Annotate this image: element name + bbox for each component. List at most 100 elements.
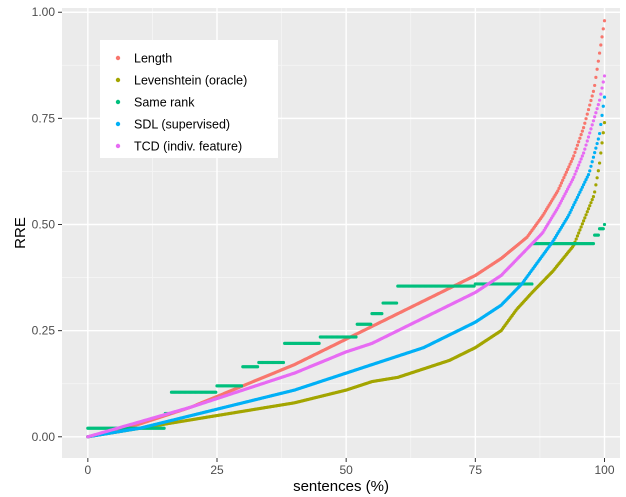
data-point [591,155,596,159]
data-point [597,131,602,136]
data-point [580,154,584,158]
data-point [575,143,580,147]
data-point [595,67,599,71]
data-point [590,94,594,98]
data-point [596,103,600,107]
data-point [580,185,584,189]
data-point [578,160,582,164]
data-point [594,183,598,187]
data-point [602,222,607,227]
data-point [574,237,578,241]
x-tick-label: 0 [84,463,91,477]
data-point [583,180,587,184]
data-point [570,157,575,161]
y-tick-label: 0.00 [32,430,56,444]
data-point [577,163,581,167]
data-point [568,162,572,166]
x-tick-label: 100 [594,463,614,477]
x-tick-label: 75 [469,463,483,477]
legend-key [115,55,121,61]
y-axis: 0.00 0.25 0.50 0.75 1.00 [32,5,62,444]
data-point [317,341,321,345]
data-point [589,98,593,103]
data-point [588,169,592,173]
data-point [593,151,597,155]
data-point [581,183,586,187]
data-point [593,115,597,119]
data-point [596,59,600,63]
data-point [594,111,598,115]
data-point [575,195,580,199]
x-axis-title: sentences (%) [293,478,389,495]
data-point [584,213,588,217]
data-point [586,207,591,211]
data-point [570,178,575,182]
data-point [561,196,565,201]
data-point [558,201,562,205]
series-tcd-indiv-feature [86,74,607,439]
x-tick-label: 25 [210,463,224,477]
data-point [591,195,596,199]
data-point [577,193,581,197]
legend-key [115,99,121,105]
data-point [591,242,596,246]
data-point [573,172,577,176]
x-axis: 0 25 50 75 100 [84,458,615,477]
x-tick-label: 50 [339,463,353,477]
data-point [557,204,561,208]
data-point [602,95,607,99]
data-point [568,210,572,215]
data-point [586,135,591,139]
data-point [599,151,603,155]
data-point [557,186,561,190]
data-point [567,185,571,189]
data-point [600,35,604,39]
data-point [566,187,570,191]
data-point [589,127,593,131]
data-point [593,190,597,194]
data-point [601,80,605,84]
data-point [240,384,244,388]
data-point [583,121,587,125]
data-point [556,189,560,193]
data-point [569,208,573,212]
data-point [596,169,600,173]
data-point [578,190,582,194]
data-point [602,74,607,78]
data-point [583,216,587,220]
data-point [586,172,591,177]
y-tick-label: 0.75 [32,111,56,125]
legend-key [115,143,121,149]
data-point [578,228,582,232]
data-point [597,98,602,102]
data-point [600,141,604,145]
data-point [567,213,571,217]
y-axis-title: RRE [12,217,29,249]
data-point [256,365,260,369]
data-point [580,222,584,226]
data-point [595,141,599,146]
series-levenshtein-oracle [86,121,607,439]
data-point [380,312,384,316]
data-point [584,178,588,182]
data-point [599,43,603,47]
data-point [354,335,358,339]
data-point [561,178,565,182]
data-point [602,19,607,23]
data-point [574,147,578,151]
data-point [588,131,592,135]
data-point [589,164,593,168]
data-point [601,104,605,108]
data-point [595,107,599,111]
series-layer [86,19,607,439]
legend-box [100,40,278,158]
data-point [564,189,568,194]
legend-label: Levenshtein (oracle) [134,74,247,88]
data-point [586,107,591,112]
data-point [594,146,598,150]
data-point [588,103,592,107]
data-point [569,180,573,184]
legend-label: SDL (supervised) [134,118,230,132]
data-point [558,184,562,188]
data-point [601,131,605,135]
